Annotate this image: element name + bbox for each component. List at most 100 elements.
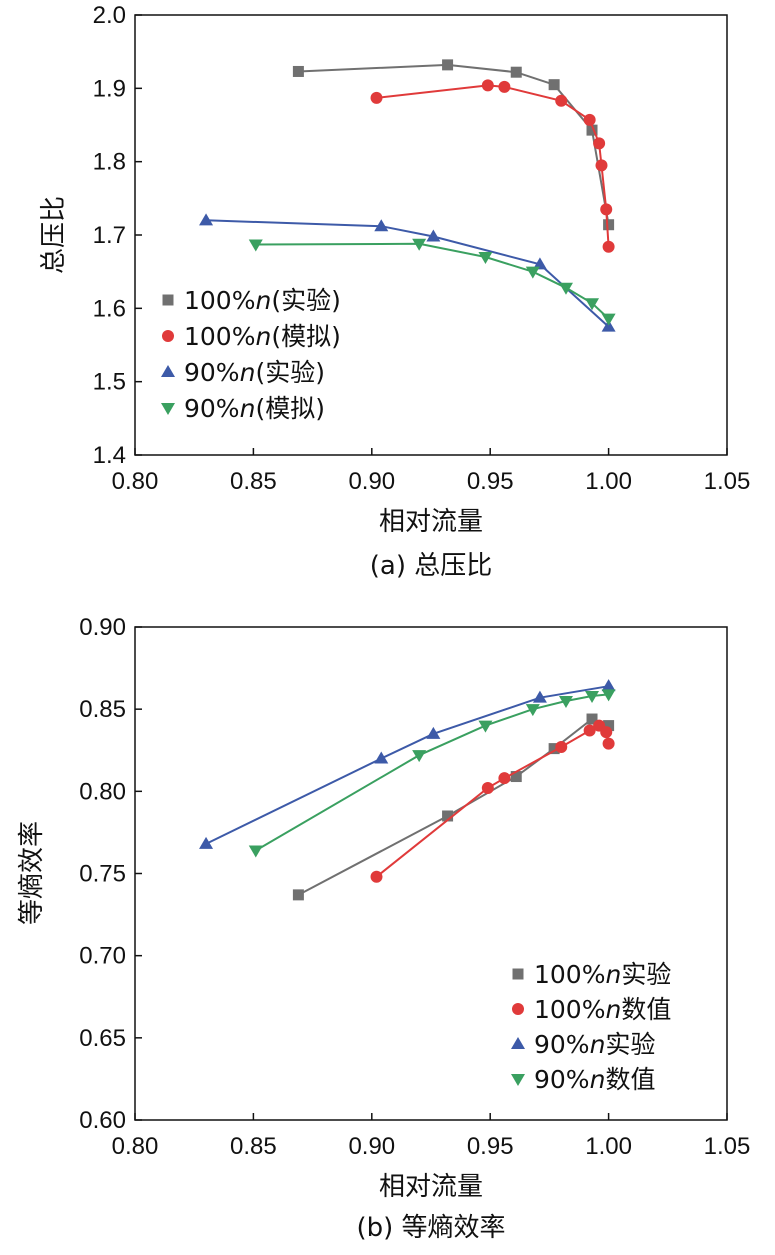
data-point xyxy=(595,159,608,172)
data-point xyxy=(442,59,454,71)
data-point xyxy=(426,726,441,739)
legend-n: n xyxy=(605,960,621,989)
x-tick-label: 0.90 xyxy=(348,1133,395,1160)
data-point xyxy=(498,772,511,785)
data-point xyxy=(603,219,615,231)
legend-percent: 90% xyxy=(534,1030,590,1059)
legend-n: n xyxy=(255,322,271,351)
data-point xyxy=(532,690,547,703)
data-point xyxy=(601,319,616,332)
legend-item: 90%n实验 xyxy=(511,1030,655,1059)
legend-item: 100%n数值 xyxy=(512,995,671,1024)
x-tick-label: 0.80 xyxy=(112,1133,159,1160)
x-tick-label: 0.95 xyxy=(467,1133,514,1160)
y-tick-label: 0.65 xyxy=(79,1025,126,1052)
legend-n: n xyxy=(605,995,621,1024)
legend-percent: 100% xyxy=(184,322,255,351)
data-point xyxy=(600,726,613,739)
data-point xyxy=(601,313,616,326)
data-point xyxy=(248,845,263,858)
data-point xyxy=(292,889,304,901)
data-point xyxy=(555,94,568,107)
series-3 xyxy=(248,689,616,858)
y-tick-label: 0.75 xyxy=(79,861,126,888)
panel-a-xlabel: 相对流量 xyxy=(379,507,483,537)
legend-marker xyxy=(512,968,524,980)
legend-label: 100%n数值 xyxy=(534,995,671,1024)
panel-b-ylabel: 等熵效率 xyxy=(17,821,47,925)
data-point xyxy=(525,704,540,717)
data-point xyxy=(601,689,616,702)
y-tick-label: 2.0 xyxy=(93,2,126,29)
data-point xyxy=(412,238,427,251)
legend-marker xyxy=(512,1003,524,1015)
data-point xyxy=(548,743,560,755)
data-point xyxy=(478,720,493,733)
legend-label: 90%n实验 xyxy=(534,1030,655,1059)
data-point xyxy=(558,695,573,708)
panel-b-series xyxy=(199,679,616,901)
legend-n: n xyxy=(590,1065,606,1094)
series-1 xyxy=(370,719,615,883)
legend-item: 90%n数值 xyxy=(511,1065,655,1094)
data-point xyxy=(374,751,389,764)
legend-label: 100%n(模拟) xyxy=(184,322,341,351)
x-tick-label: 1.00 xyxy=(585,1133,632,1160)
series-line xyxy=(255,693,609,852)
series-0 xyxy=(292,59,615,231)
legend-label: 100%n实验 xyxy=(534,960,671,989)
y-tick-label: 0.70 xyxy=(79,943,126,970)
panel-b-ticks: 0.80 0.85 0.90 0.95 1.00 1.05 0.60 0.65 0.70 0.75… xyxy=(79,614,750,1160)
legend-percent: 100% xyxy=(184,286,255,315)
y-tick-label: 1.5 xyxy=(93,369,126,396)
series-line xyxy=(375,724,610,878)
data-point xyxy=(292,65,304,77)
legend-marker xyxy=(162,294,174,306)
legend-percent: 90% xyxy=(184,394,240,423)
data-point xyxy=(548,79,560,91)
panel-a-legend: 100%n(实验)100%n(模拟)90%n(实验)90%n(模拟) xyxy=(161,286,341,423)
x-tick-label: 1.05 xyxy=(704,1133,751,1160)
legend-item: 100%n实验 xyxy=(512,960,671,989)
legend-kind: 数值 xyxy=(605,1065,655,1094)
x-tick-label: 1.00 xyxy=(585,468,632,495)
legend-marker xyxy=(161,365,175,377)
data-point xyxy=(248,239,263,252)
x-tick-label: 0.90 xyxy=(348,468,395,495)
legend-percent: 100% xyxy=(534,960,605,989)
legend-marker xyxy=(511,1074,525,1086)
data-point xyxy=(442,810,454,822)
legend-item: 90%n(实验) xyxy=(161,358,325,387)
legend-label: 90%n(模拟) xyxy=(184,394,325,423)
data-point xyxy=(498,80,511,93)
panel-a-caption: (a) 总压比 xyxy=(370,551,493,581)
legend-percent: 90% xyxy=(534,1065,590,1094)
data-point xyxy=(586,124,598,136)
panel-b-caption: (b) 等熵效率 xyxy=(356,1213,505,1243)
data-point xyxy=(602,737,615,750)
data-point xyxy=(558,282,573,295)
data-point xyxy=(510,771,522,783)
data-point xyxy=(583,113,596,126)
data-point xyxy=(585,691,600,704)
panel-a-series xyxy=(199,59,616,332)
series-1 xyxy=(370,79,615,253)
legend-label: 100%n(实验) xyxy=(184,286,341,315)
data-point xyxy=(603,720,615,732)
legend-percent: 100% xyxy=(534,995,605,1024)
data-point xyxy=(481,79,494,92)
legend-kind: (模拟) xyxy=(255,394,325,423)
panel-b: 0.80 0.85 0.90 0.95 1.00 1.05 0.60 0.65 0.70 0.75… xyxy=(17,614,750,1243)
legend-item: 100%n(模拟) xyxy=(162,322,341,351)
data-point xyxy=(583,724,596,737)
legend-item: 90%n(模拟) xyxy=(161,394,325,423)
panel-a-ticks: 0.80 0.85 0.90 0.95 1.00 1.05 1.4 1.5 1.6 1.7 1.8 1… xyxy=(93,2,751,495)
y-tick-label: 1.6 xyxy=(93,295,126,322)
legend-percent: 90% xyxy=(184,358,240,387)
x-tick-label: 1.05 xyxy=(704,468,751,495)
y-tick-label: 1.7 xyxy=(93,222,126,249)
panel-a-ylabel: 总压比 xyxy=(39,196,69,274)
legend-marker xyxy=(161,403,175,415)
data-point xyxy=(525,266,540,279)
